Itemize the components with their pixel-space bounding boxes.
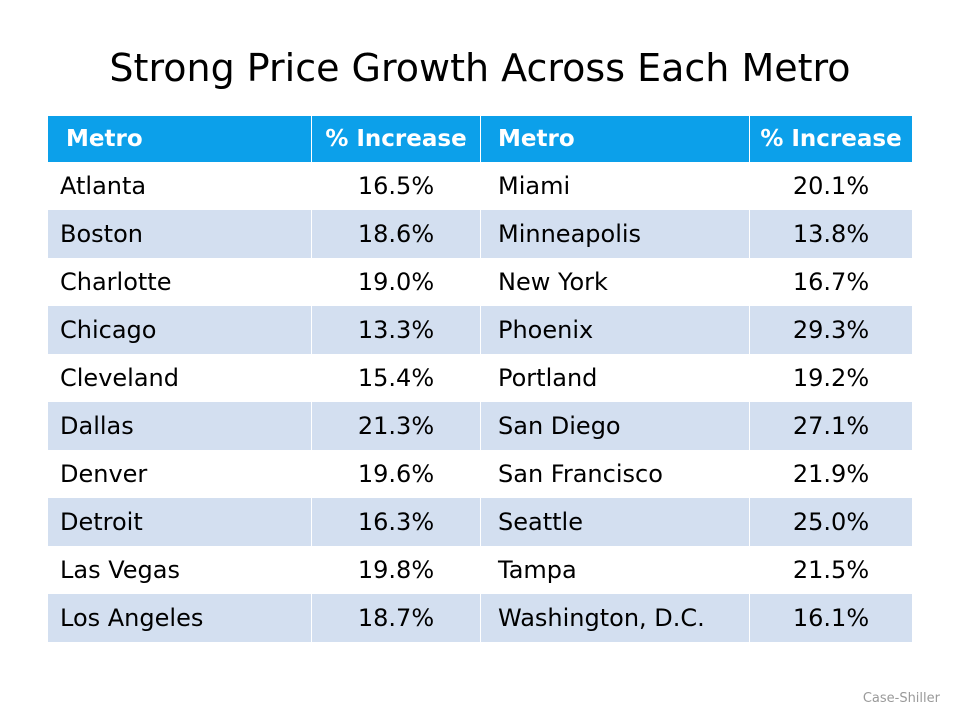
increase-cell: 16.1% (749, 594, 912, 642)
metro-cell: Denver (48, 450, 311, 498)
metro-price-table: Metro % Increase Metro % Increase Atlant… (48, 116, 912, 642)
source-caption: Case-Shiller (862, 691, 940, 706)
increase-cell: 13.3% (311, 306, 480, 354)
increase-cell: 19.8% (311, 546, 480, 594)
increase-cell: 20.1% (749, 162, 912, 210)
header-increase-right: % Increase (749, 116, 912, 162)
metro-cell: Boston (48, 210, 311, 258)
metro-cell: Seattle (480, 498, 749, 546)
increase-cell: 18.6% (311, 210, 480, 258)
header-metro-left: Metro (48, 116, 311, 162)
metro-cell: Washington, D.C. (480, 594, 749, 642)
increase-cell: 16.7% (749, 258, 912, 306)
table-row: Charlotte 19.0% New York 16.7% (48, 258, 912, 306)
table-header-row: Metro % Increase Metro % Increase (48, 116, 912, 162)
increase-cell: 16.5% (311, 162, 480, 210)
table-row: Boston 18.6% Minneapolis 13.8% (48, 210, 912, 258)
increase-cell: 21.3% (311, 402, 480, 450)
metro-cell: Miami (480, 162, 749, 210)
header-metro-right: Metro (480, 116, 749, 162)
metro-cell: San Francisco (480, 450, 749, 498)
table-row: Las Vegas 19.8% Tampa 21.5% (48, 546, 912, 594)
metro-cell: Tampa (480, 546, 749, 594)
increase-cell: 13.8% (749, 210, 912, 258)
table-row: Cleveland 15.4% Portland 19.2% (48, 354, 912, 402)
metro-cell: Atlanta (48, 162, 311, 210)
increase-cell: 27.1% (749, 402, 912, 450)
increase-cell: 16.3% (311, 498, 480, 546)
metro-cell: Phoenix (480, 306, 749, 354)
increase-cell: 18.7% (311, 594, 480, 642)
metro-cell: Minneapolis (480, 210, 749, 258)
header-increase-left: % Increase (311, 116, 480, 162)
increase-cell: 21.9% (749, 450, 912, 498)
increase-cell: 15.4% (311, 354, 480, 402)
increase-cell: 19.2% (749, 354, 912, 402)
metro-cell: Chicago (48, 306, 311, 354)
table-row: Denver 19.6% San Francisco 21.9% (48, 450, 912, 498)
table-row: Los Angeles 18.7% Washington, D.C. 16.1% (48, 594, 912, 642)
increase-cell: 29.3% (749, 306, 912, 354)
slide-title: Strong Price Growth Across Each Metro (109, 46, 851, 90)
metro-cell: Dallas (48, 402, 311, 450)
table-row: Chicago 13.3% Phoenix 29.3% (48, 306, 912, 354)
metro-cell: Las Vegas (48, 546, 311, 594)
table-row: Detroit 16.3% Seattle 25.0% (48, 498, 912, 546)
metro-cell: New York (480, 258, 749, 306)
increase-cell: 19.0% (311, 258, 480, 306)
metro-cell: Charlotte (48, 258, 311, 306)
metro-cell: Portland (480, 354, 749, 402)
metro-cell: San Diego (480, 402, 749, 450)
metro-cell: Cleveland (48, 354, 311, 402)
increase-cell: 21.5% (749, 546, 912, 594)
increase-cell: 25.0% (749, 498, 912, 546)
table-row: Atlanta 16.5% Miami 20.1% (48, 162, 912, 210)
metro-cell: Detroit (48, 498, 311, 546)
metro-cell: Los Angeles (48, 594, 311, 642)
increase-cell: 19.6% (311, 450, 480, 498)
table-row: Dallas 21.3% San Diego 27.1% (48, 402, 912, 450)
